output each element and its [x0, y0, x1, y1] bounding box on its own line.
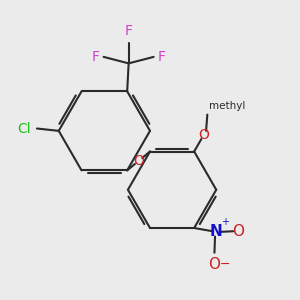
Text: +: +	[220, 217, 229, 227]
Text: Cl: Cl	[18, 122, 31, 136]
Text: F: F	[125, 24, 133, 38]
Text: N: N	[209, 224, 222, 239]
Text: F: F	[92, 50, 100, 64]
Text: O: O	[133, 154, 144, 168]
Text: methyl: methyl	[209, 101, 245, 111]
Text: O: O	[198, 128, 209, 142]
Text: −: −	[220, 257, 230, 271]
Text: O: O	[208, 257, 220, 272]
Text: F: F	[157, 50, 165, 64]
Text: O: O	[232, 224, 244, 239]
